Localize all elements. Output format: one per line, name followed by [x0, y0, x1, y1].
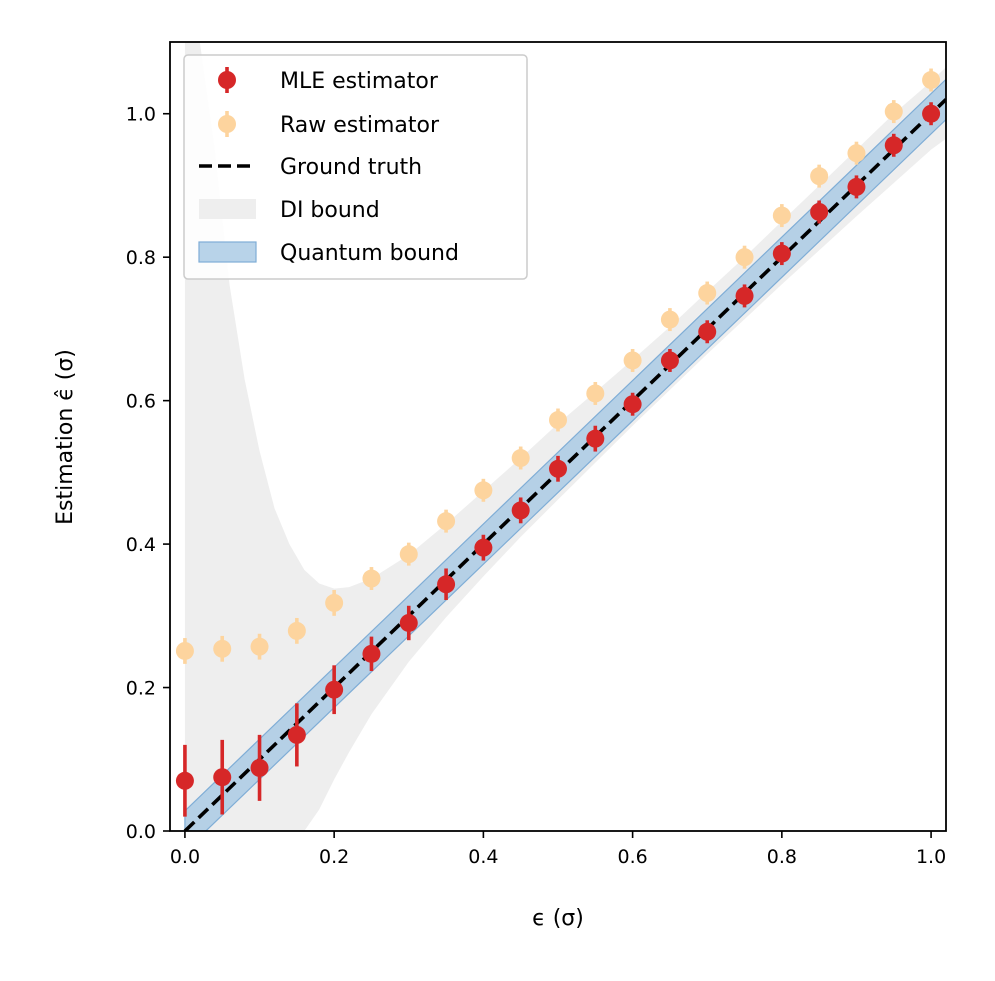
y-tick-label: 0.2 [126, 678, 156, 700]
raw-estimator-point [922, 71, 941, 90]
mle-estimator-point [511, 501, 530, 520]
legend-label-quantum-bound: Quantum bound [280, 241, 459, 266]
y-axis-label: Estimation ϵ̂ (σ) [53, 349, 78, 525]
raw-estimator-point [437, 512, 456, 531]
raw-estimator-point [474, 481, 493, 500]
legend-label-ground-truth: Ground truth [280, 155, 422, 180]
legend-frame [183, 54, 528, 280]
raw-estimator-point [847, 144, 866, 163]
y-tick-label: 0.4 [126, 534, 156, 556]
raw-estimator-point [325, 593, 344, 612]
raw-estimator-point [399, 545, 418, 564]
raw-estimator-point [511, 449, 530, 468]
legend-label-raw-estimator: Raw estimator [280, 113, 440, 138]
mle-estimator-point [175, 771, 194, 790]
x-tick-label: 0.8 [767, 846, 797, 868]
quantum-bound-band [184, 78, 946, 831]
raw-estimator-point [362, 569, 381, 588]
mle-estimator-point [213, 768, 232, 787]
mle-estimator-point [362, 644, 381, 663]
y-tick-label: 1.0 [126, 104, 156, 126]
raw-estimator-point [884, 102, 903, 121]
plot-frame [169, 41, 947, 832]
raw-estimator-point [810, 167, 829, 186]
raw-estimator-point [213, 639, 232, 658]
mle-estimator-point [250, 758, 269, 777]
raw-estimator-point [549, 411, 567, 430]
mle-estimator-point [810, 202, 829, 221]
raw-estimator-point [660, 310, 679, 329]
legend-marker-di-bound [199, 199, 256, 219]
raw-estimator-point [250, 637, 269, 656]
raw-estimator-point [623, 351, 642, 370]
mle-estimator-point [437, 575, 456, 594]
y-tick-label: 0.0 [126, 821, 156, 843]
mle-estimator-point [586, 429, 605, 448]
mle-estimator-point [474, 538, 493, 557]
x-axis-label: ϵ (σ) [532, 906, 584, 931]
y-tick-label: 0.8 [126, 247, 156, 269]
x-tick-label: 1.0 [916, 846, 946, 868]
raw-estimator-point [735, 248, 754, 267]
raw-estimator-point [586, 384, 605, 403]
raw-estimator-point [772, 206, 791, 225]
x-tick-label: 0.2 [319, 846, 349, 868]
legend-label-mle-estimator: MLE estimator [280, 69, 439, 94]
x-tick-label: 0.0 [170, 846, 200, 868]
mle-estimator-point [549, 459, 567, 478]
mle-estimator-point [735, 286, 754, 305]
mle-estimator-point [399, 613, 418, 632]
x-tick-label: 0.4 [468, 846, 498, 868]
legend: MLE estimator Raw estimator Ground truth DI… [183, 54, 528, 280]
legend-label-di-bound: DI bound [280, 198, 380, 223]
raw-estimator-point [287, 621, 306, 640]
mle-estimator-point [287, 725, 306, 744]
mle-estimator-point [884, 136, 903, 155]
legend-marker-quantum-bound [198, 241, 257, 263]
mle-estimator-point [772, 244, 791, 263]
raw-estimator-point [175, 641, 194, 660]
legend-marker-raw-estimator-dot [218, 115, 236, 133]
mle-estimator-point [847, 177, 866, 196]
mle-estimator-point [922, 104, 941, 123]
raw-estimator-point [698, 284, 717, 303]
y-tick-label: 0.6 [126, 391, 156, 413]
mle-estimator-point [660, 351, 679, 370]
mle-estimator-point [623, 395, 642, 414]
legend-marker-mle-estimator-dot [218, 71, 236, 89]
mle-estimator-point [325, 680, 344, 699]
x-tick-label: 0.6 [618, 846, 648, 868]
mle-estimator-point [698, 322, 717, 341]
